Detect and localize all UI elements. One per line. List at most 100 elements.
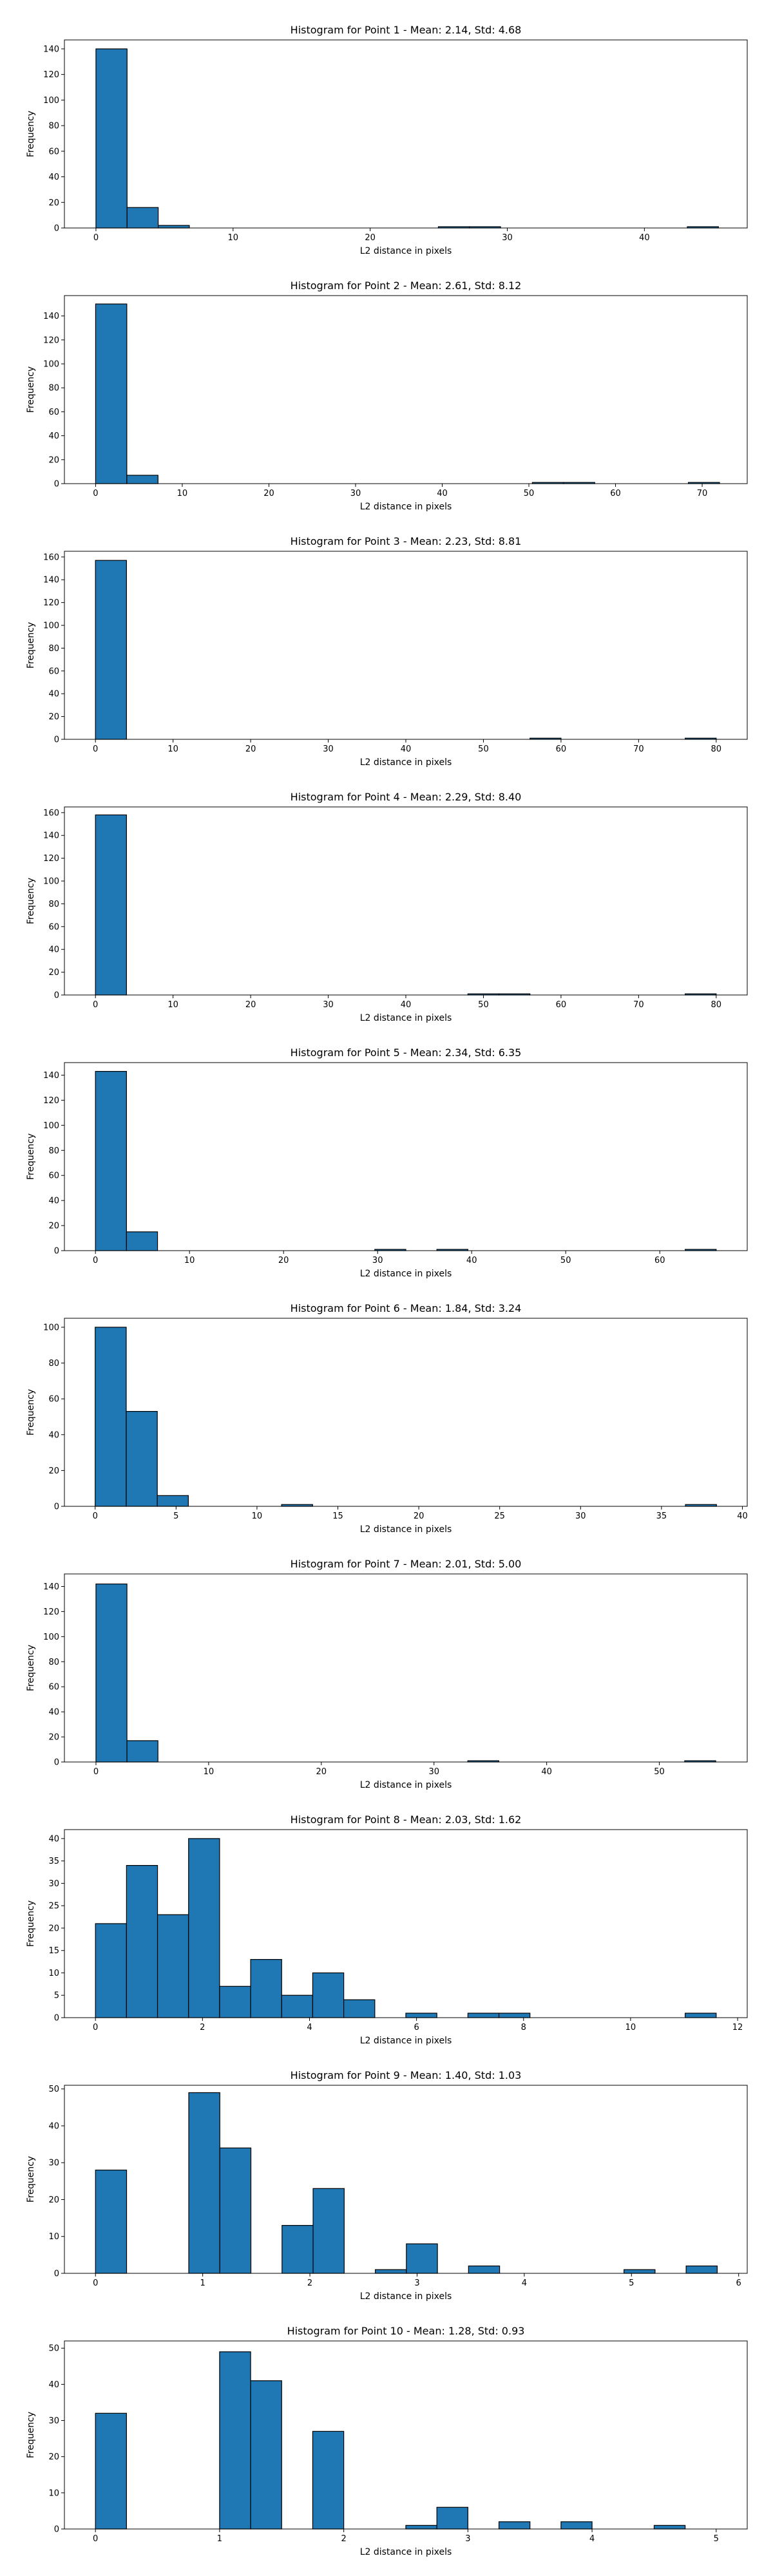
y-tick-label: 0 [54,2269,59,2279]
x-tick-label: 10 [184,1256,195,1265]
chart-title: Histogram for Point 3 - Mean: 2.23, Std:… [291,535,522,547]
y-tick-label: 40 [48,2121,59,2131]
y-tick-label: 100 [43,877,59,887]
histogram-bar [126,1411,158,1507]
x-tick-label: 40 [401,744,412,754]
histogram-bar [250,2380,282,2530]
y-tick-label: 80 [48,384,59,393]
y-tick-label: 5 [54,1991,59,2001]
y-tick-label: 0 [54,991,59,1001]
histogram-bar [95,2412,127,2530]
y-tick-label: 60 [48,667,59,676]
y-tick-label: 120 [43,598,59,608]
histogram-bar [126,207,159,229]
histogram-bar [188,1838,220,2018]
y-tick-label: 60 [48,922,59,932]
plot-frame [64,295,748,484]
histogram-bar [312,2430,345,2530]
y-tick-label: 100 [43,1323,59,1332]
histogram-bar [405,2012,437,2018]
histogram-bar [312,1972,345,2018]
x-tick-label: 0 [93,489,98,498]
x-tick-label: 50 [654,1767,665,1777]
plot-frame [64,39,748,229]
y-tick-label: 0 [54,1758,59,1768]
x-tick-label: 35 [656,1511,667,1521]
x-axis-label: L2 distance in pixels [360,1269,452,1278]
chart-title: Histogram for Point 6 - Mean: 1.84, Std:… [291,1302,522,1314]
histogram-bar [188,2092,220,2274]
histogram-bar [157,225,190,229]
histogram-bar [219,2147,252,2274]
x-tick-label: 80 [711,1000,722,1010]
x-axis-label: L2 distance in pixels [360,502,452,511]
histogram-chart-2: Histogram for Point 2 - Mean: 2.61, Std:… [26,279,748,511]
x-tick-label: 0 [93,233,99,243]
y-tick-label: 40 [48,431,59,441]
y-tick-label: 40 [48,945,59,955]
plot-frame [64,2340,748,2530]
x-tick-label: 1 [217,2534,222,2544]
y-tick-label: 30 [48,2416,59,2426]
y-tick-label: 50 [48,2344,59,2354]
histogram-chart-6: Histogram for Point 6 - Mean: 1.84, Std:… [26,1302,748,1534]
plot-frame [64,1829,748,2018]
y-tick-label: 40 [48,173,59,182]
plot-frame [64,806,748,996]
histogram-bar [126,475,158,484]
x-tick-label: 2 [200,2023,205,2032]
y-tick-label: 20 [48,1466,59,1476]
y-tick-label: 0 [54,735,59,745]
histogram-bar [468,2265,501,2274]
histogram-bar [157,1914,189,2018]
chart-title: Histogram for Point 8 - Mean: 2.03, Std:… [291,1814,522,1826]
y-tick-label: 20 [48,1924,59,1933]
y-tick-label: 60 [48,1171,59,1181]
y-tick-label: 100 [43,1121,59,1131]
histogram-bar [95,48,128,229]
histogram-chart-8: Histogram for Point 8 - Mean: 2.03, Std:… [26,1814,748,2045]
x-tick-label: 40 [401,1000,412,1010]
histogram-bar [374,2269,407,2274]
y-tick-label: 20 [48,1222,59,1231]
x-axis-label: L2 distance in pixels [360,2547,452,2557]
y-tick-label: 0 [54,1247,59,1256]
y-tick-label: 100 [43,96,59,106]
x-tick-label: 2 [341,2534,346,2544]
y-tick-label: 120 [43,1096,59,1106]
y-tick-label: 20 [48,455,59,465]
histogram-bar [126,1231,158,1251]
y-tick-label: 20 [48,198,59,208]
y-tick-label: 80 [48,1146,59,1156]
y-tick-label: 80 [48,644,59,654]
y-tick-label: 120 [43,336,59,345]
x-tick-label: 80 [711,744,722,754]
y-axis-label: Frequency [26,1645,36,1691]
histogram-bar [95,1327,127,1507]
chart-title: Histogram for Point 1 - Mean: 2.14, Std:… [291,24,522,36]
histogram-bar [126,1740,158,1763]
y-tick-label: 40 [48,1197,59,1206]
x-tick-label: 70 [697,489,708,498]
histogram-bar [343,1999,376,2018]
histogram-bar [653,2524,686,2530]
chart-title: Histogram for Point 2 - Mean: 2.61, Std:… [291,279,522,292]
y-tick-label: 20 [48,1733,59,1743]
y-tick-label: 20 [48,968,59,978]
y-tick-label: 120 [43,1607,59,1617]
histogram-bar [406,2243,438,2274]
x-tick-label: 15 [332,1511,343,1521]
histogram-bar [281,1994,314,2018]
y-axis-label: Frequency [26,622,36,668]
y-tick-label: 140 [43,1071,59,1081]
y-tick-label: 100 [43,360,59,370]
x-tick-label: 0 [93,1767,99,1777]
chart-title: Histogram for Point 10 - Mean: 1.28, Std… [287,2325,525,2337]
histogram-bar [126,1865,158,2018]
y-axis-label: Frequency [26,366,36,413]
x-tick-label: 30 [323,1000,334,1010]
y-tick-label: 140 [43,312,59,321]
x-tick-label: 4 [522,2278,527,2288]
x-tick-label: 5 [629,2278,634,2288]
y-tick-label: 0 [54,2014,59,2023]
